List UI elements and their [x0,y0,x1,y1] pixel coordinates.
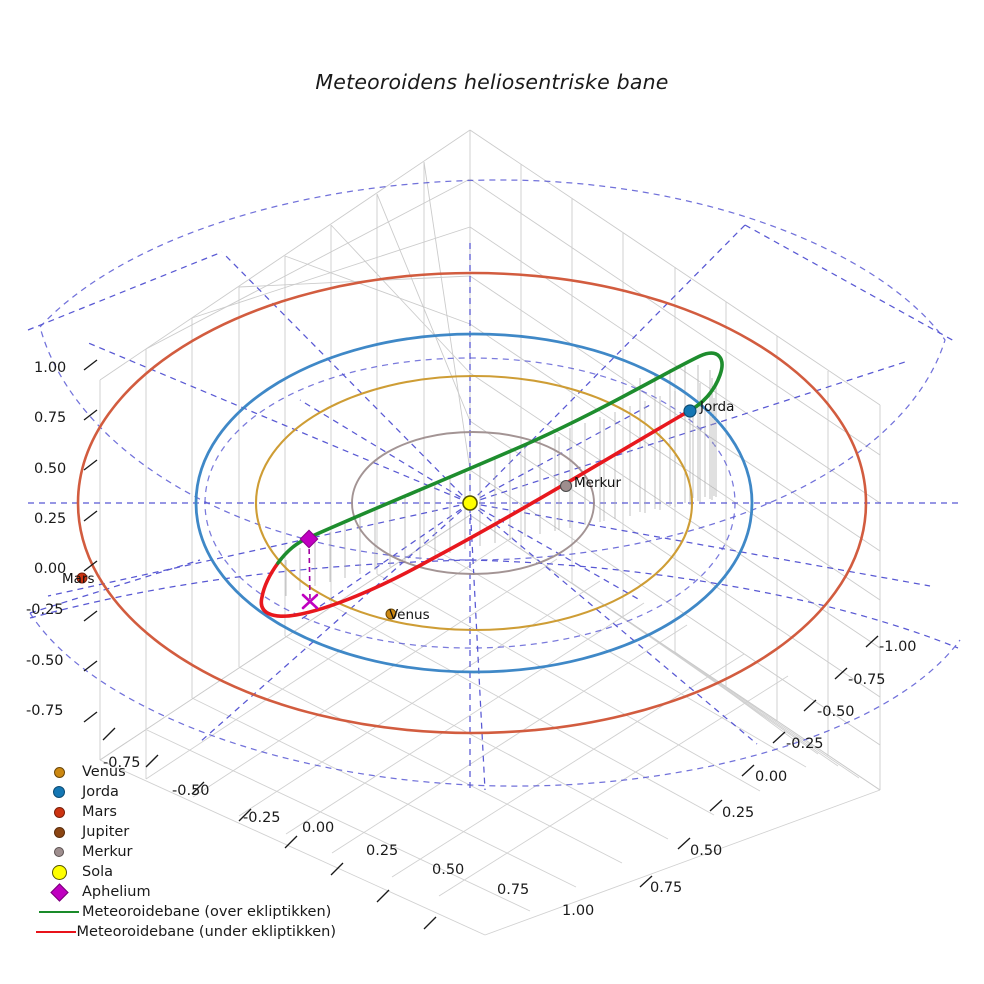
legend-item-mars[interactable]: Mars [36,802,336,822]
y-tick-8: 0.75 [650,880,683,896]
axis-tick-marks [83,359,879,930]
legend-label-meteoroid-over: Meteoroidebane (over ekliptikken) [82,904,332,920]
y-tick-1: -1.00 [879,639,917,655]
jorda-marker-icon [36,786,82,798]
y-tick-6: 0.25 [722,805,755,821]
wall-arc-left [29,559,201,614]
legend-label-venus: Venus [82,764,126,780]
aphelion-projection-x-icon [301,593,319,610]
orbit-venus [254,374,694,632]
x-tick-1: -0.75 [103,755,141,771]
legend-label-merkur: Merkur [82,844,133,860]
sola-marker-icon [36,864,82,880]
legend-item-jorda[interactable]: Jorda [36,782,336,802]
legend-label-sola: Sola [82,864,113,880]
axes-pane-grid [99,129,881,936]
label-merkur: Merkur [574,475,622,491]
legend-label-aphelium: Aphelium [82,884,151,900]
x-tick-7: 0.75 [497,882,530,898]
z-tick-5: 0.00 [34,561,67,577]
legend-item-aphelium[interactable]: Aphelium [36,882,336,902]
legend-item-meteoroid-under[interactable]: Meteoroidebane (under ekliptikken) [36,922,336,942]
meteoroid-orbit-under-ecliptic [259,409,691,618]
floor-grid [99,514,881,936]
jorda-proj-circle [204,357,736,649]
y-tick-3: -0.50 [817,704,855,720]
ecliptic-reference-lines [27,179,961,791]
merkur-marker-icon [36,847,82,857]
red-line-icon [36,931,77,933]
orbit-merkur [351,431,595,575]
orbit-jorda [194,332,754,674]
meteoroid-stem-lines [285,365,717,596]
marker-mars[interactable] [76,572,88,584]
jupiter-marker-icon [36,826,82,838]
marker-jorda[interactable] [683,404,697,418]
legend-item-sola[interactable]: Sola [36,862,336,882]
y-tick-7: 0.50 [690,843,723,859]
right-wall-grid [469,129,881,791]
y-tick-2: -0.75 [848,672,886,688]
label-mars: Mars [62,571,95,587]
plot-title: Meteoroidens heliosentriske bane [315,70,669,94]
z-tick-7: -0.50 [26,653,64,669]
y-tick-5: 0.00 [755,769,788,785]
y-tick-4: -0.25 [786,736,824,752]
aphelion-diamond-icon [299,529,319,549]
legend: Venus Jorda Mars Jupiter Merkur [36,762,336,942]
legend-label-meteoroid-under: Meteoroidebane (under ekliptikken) [76,924,336,940]
x-tick-8: 1.00 [562,903,595,919]
radial-spokes [47,224,931,791]
venus-marker-icon [36,766,82,778]
marker-sola[interactable] [462,495,478,511]
left-wall-grid [99,129,471,761]
marker-venus[interactable] [385,608,397,620]
unit-circle-reference [39,179,946,561]
z-tick-1: 1.00 [34,360,67,376]
x-tick-6: 0.50 [432,862,465,878]
object-markers [76,404,697,620]
mars-marker-icon [36,806,82,818]
x-tick-4: 0.00 [302,820,335,836]
z-tick-2: 0.75 [34,410,67,426]
legend-label-jupiter: Jupiter [82,824,130,840]
legend-item-venus[interactable]: Venus [36,762,336,782]
legend-label-mars: Mars [82,804,117,820]
z-tick-4: 0.25 [34,511,67,527]
ecliptic-trace-right [469,559,959,649]
z-tick-6: -0.25 [26,602,64,618]
wall-arc-upper-right [744,224,957,343]
x-tick-5: 0.25 [366,843,399,859]
green-line-icon [36,911,82,913]
z-tick-3: 0.50 [34,461,67,477]
wall-arc-upper-left [27,251,223,331]
x-tick-3: -0.25 [243,810,281,826]
legend-item-merkur[interactable]: Merkur [36,842,336,862]
label-venus: Venus [389,607,430,623]
orbit-mars [76,271,868,735]
legend-item-meteoroid-over[interactable]: Meteoroidebane (over ekliptikken) [36,902,336,922]
x-tick-2: -0.50 [172,783,210,799]
aphelion-group [299,529,319,610]
marker-merkur[interactable] [559,479,573,493]
aphelium-diamond-icon [36,882,82,902]
label-jorda: Jorda [700,399,735,415]
legend-item-jupiter[interactable]: Jupiter [36,822,336,842]
aphelion-projection-line [308,539,311,601]
legend-label-jorda: Jorda [82,784,119,800]
z-tick-8: -0.75 [26,703,64,719]
